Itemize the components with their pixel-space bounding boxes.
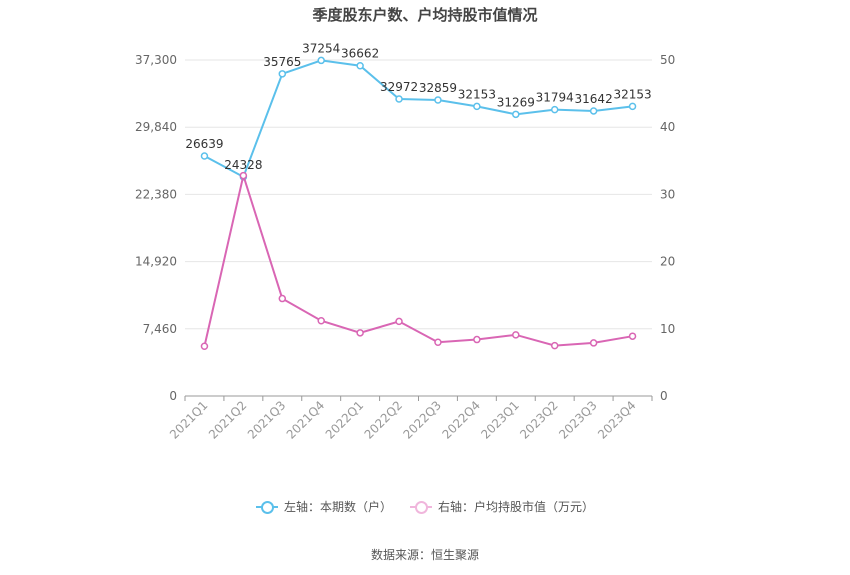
x-axis-category-label: 2022Q2 bbox=[362, 398, 406, 442]
right-axis-tick-label: 10 bbox=[660, 322, 675, 336]
x-axis-category-label: 2021Q2 bbox=[206, 398, 250, 442]
x-axis-category-label: 2023Q1 bbox=[478, 398, 522, 442]
data-point bbox=[434, 338, 442, 346]
data-point bbox=[473, 335, 481, 344]
data-point bbox=[395, 95, 403, 103]
left-axis-tick-label: 0 bbox=[169, 389, 177, 403]
data-label: 32859 bbox=[419, 81, 457, 95]
data-label: 32972 bbox=[380, 80, 418, 94]
data-point bbox=[200, 342, 209, 351]
x-axis-category-label: 2021Q1 bbox=[167, 398, 211, 442]
series-lines bbox=[200, 56, 637, 351]
data-label: 31794 bbox=[536, 91, 574, 105]
data-label: 24328 bbox=[224, 158, 262, 172]
data-point bbox=[317, 316, 325, 325]
left-axis-tick-label: 37,300 bbox=[135, 53, 177, 67]
x-axis-category-label: 2022Q4 bbox=[439, 398, 483, 442]
data-point bbox=[512, 331, 520, 339]
chart-title: 季度股东户数、户均持股市值情况 bbox=[312, 6, 538, 24]
series-line-1 bbox=[203, 171, 633, 347]
x-axis-category-label: 2022Q1 bbox=[323, 398, 367, 442]
right-axis-tick-label: 0 bbox=[660, 389, 668, 403]
right-axis-tick-label: 50 bbox=[660, 53, 675, 67]
data-label: 31642 bbox=[575, 92, 613, 106]
data-point bbox=[200, 152, 209, 160]
x-axis-category-label: 2021Q4 bbox=[284, 398, 328, 442]
series-line-0 bbox=[203, 59, 633, 179]
x-axis-category-label: 2021Q3 bbox=[245, 398, 289, 442]
data-point bbox=[473, 102, 481, 111]
legend: 左轴：本期数（户） 右轴：户均持股市值（万元） bbox=[0, 498, 850, 515]
data-label: 26639 bbox=[185, 137, 223, 151]
data-point bbox=[434, 96, 442, 104]
left-axis-tick-label: 29,840 bbox=[135, 120, 177, 134]
data-point bbox=[395, 317, 403, 326]
legend-item-households[interactable]: 左轴：本期数（户） bbox=[255, 498, 392, 515]
data-point bbox=[550, 105, 559, 114]
data-label: 37254 bbox=[302, 41, 340, 55]
data-point bbox=[628, 332, 637, 340]
data-point bbox=[239, 171, 248, 180]
data-point bbox=[628, 102, 637, 111]
data-point bbox=[278, 70, 287, 78]
data-point bbox=[356, 61, 364, 70]
data-point bbox=[589, 339, 598, 347]
data-label: 32153 bbox=[458, 87, 496, 101]
legend-line-marker-icon bbox=[255, 500, 278, 514]
data-source: 数据来源：恒生聚源 bbox=[370, 548, 479, 562]
x-axis-category-label: 2023Q4 bbox=[595, 398, 639, 442]
left-axis-tick-label: 7,460 bbox=[143, 322, 177, 336]
right-axis-tick-label: 40 bbox=[660, 120, 675, 134]
data-point bbox=[550, 341, 559, 350]
data-label: 32153 bbox=[613, 87, 651, 101]
data-label: 36662 bbox=[341, 47, 379, 61]
data-point bbox=[589, 107, 598, 115]
x-axis-category-label: 2023Q2 bbox=[517, 398, 561, 442]
x-axis-category-label: 2023Q3 bbox=[556, 398, 600, 442]
data-point bbox=[512, 110, 520, 119]
data-label: 31269 bbox=[497, 95, 535, 109]
data-point bbox=[356, 329, 364, 337]
legend-line-marker-icon bbox=[410, 500, 432, 514]
right-axis-tick-label: 30 bbox=[660, 187, 675, 201]
right-axis-tick-label: 20 bbox=[660, 255, 675, 269]
legend-label-avg-value: 右轴：户均持股市值（万元） bbox=[438, 500, 595, 514]
legend-label-households: 左轴：本期数（户） bbox=[283, 500, 392, 514]
left-axis-tick-label: 22,380 bbox=[135, 187, 177, 201]
data-point bbox=[278, 294, 287, 303]
data-label: 35765 bbox=[263, 55, 301, 69]
x-axis-category-label: 2022Q3 bbox=[401, 398, 445, 442]
left-axis-tick-label: 14,920 bbox=[135, 255, 177, 269]
data-point bbox=[317, 56, 325, 65]
legend-item-avg-value[interactable]: 右轴：户均持股市值（万元） bbox=[410, 498, 594, 515]
